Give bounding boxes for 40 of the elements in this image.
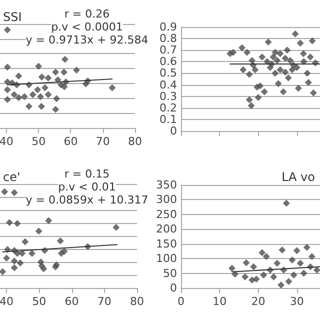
y-tick-label: 150: [156, 237, 177, 250]
y-tick-label: 350: [156, 178, 177, 192]
chart-title: ce': [3, 170, 20, 184]
y-tick-label: 0.5: [160, 66, 177, 80]
x-tick-label: 80: [130, 295, 144, 308]
text: r = 0.26: [64, 8, 110, 20]
chart-title: SSI: [3, 10, 22, 24]
x-tick-label: 10: [212, 295, 227, 308]
y-tick-label: 0.7: [160, 44, 177, 57]
y-tick-label: 50: [163, 266, 177, 280]
x-tick-label: 60: [64, 295, 79, 308]
x-tick-label: 70: [96, 135, 110, 148]
x-tick-label: 30: [290, 295, 304, 308]
x-tick-label: 80: [128, 135, 142, 148]
x-tick-label: 50: [32, 295, 46, 308]
y-tick-label: 0.6: [160, 55, 177, 68]
y-tick-label: 0.4: [160, 78, 177, 92]
annotation: p.v < 0.01: [58, 180, 116, 194]
y-tick-label: 0.9: [160, 20, 177, 34]
y-tick-label: 0.8: [160, 32, 177, 46]
annotation: p.v < 0.0001: [51, 20, 123, 34]
y-tick-label: 0.2: [160, 101, 177, 114]
x-tick-label: 60: [64, 135, 78, 148]
annotation: y = 0.0859x + 10.317: [26, 194, 148, 206]
y-tick-label: 0.1: [160, 112, 177, 126]
text: r = 0.15: [64, 168, 110, 180]
x-tick-label: 20: [251, 295, 266, 308]
annotation: y = 0.9713x + 92.584: [26, 34, 148, 46]
y-tick-label: 0: [170, 282, 177, 294]
y-tick-label: 100: [156, 252, 177, 266]
chart-title: LA vo: [282, 170, 316, 184]
x-tick-label: 50: [32, 135, 46, 148]
y-tick-label: 250: [156, 208, 177, 221]
y-tick-label: 0.3: [160, 90, 177, 103]
x-tick-label: 70: [97, 295, 112, 308]
y-tick-label: 300: [156, 193, 177, 206]
y-tick-label: 200: [156, 222, 177, 236]
x-tick-label: 40: [0, 295, 14, 308]
x-tick-label: 40: [0, 135, 14, 148]
y-tick-label: 0: [170, 124, 177, 138]
